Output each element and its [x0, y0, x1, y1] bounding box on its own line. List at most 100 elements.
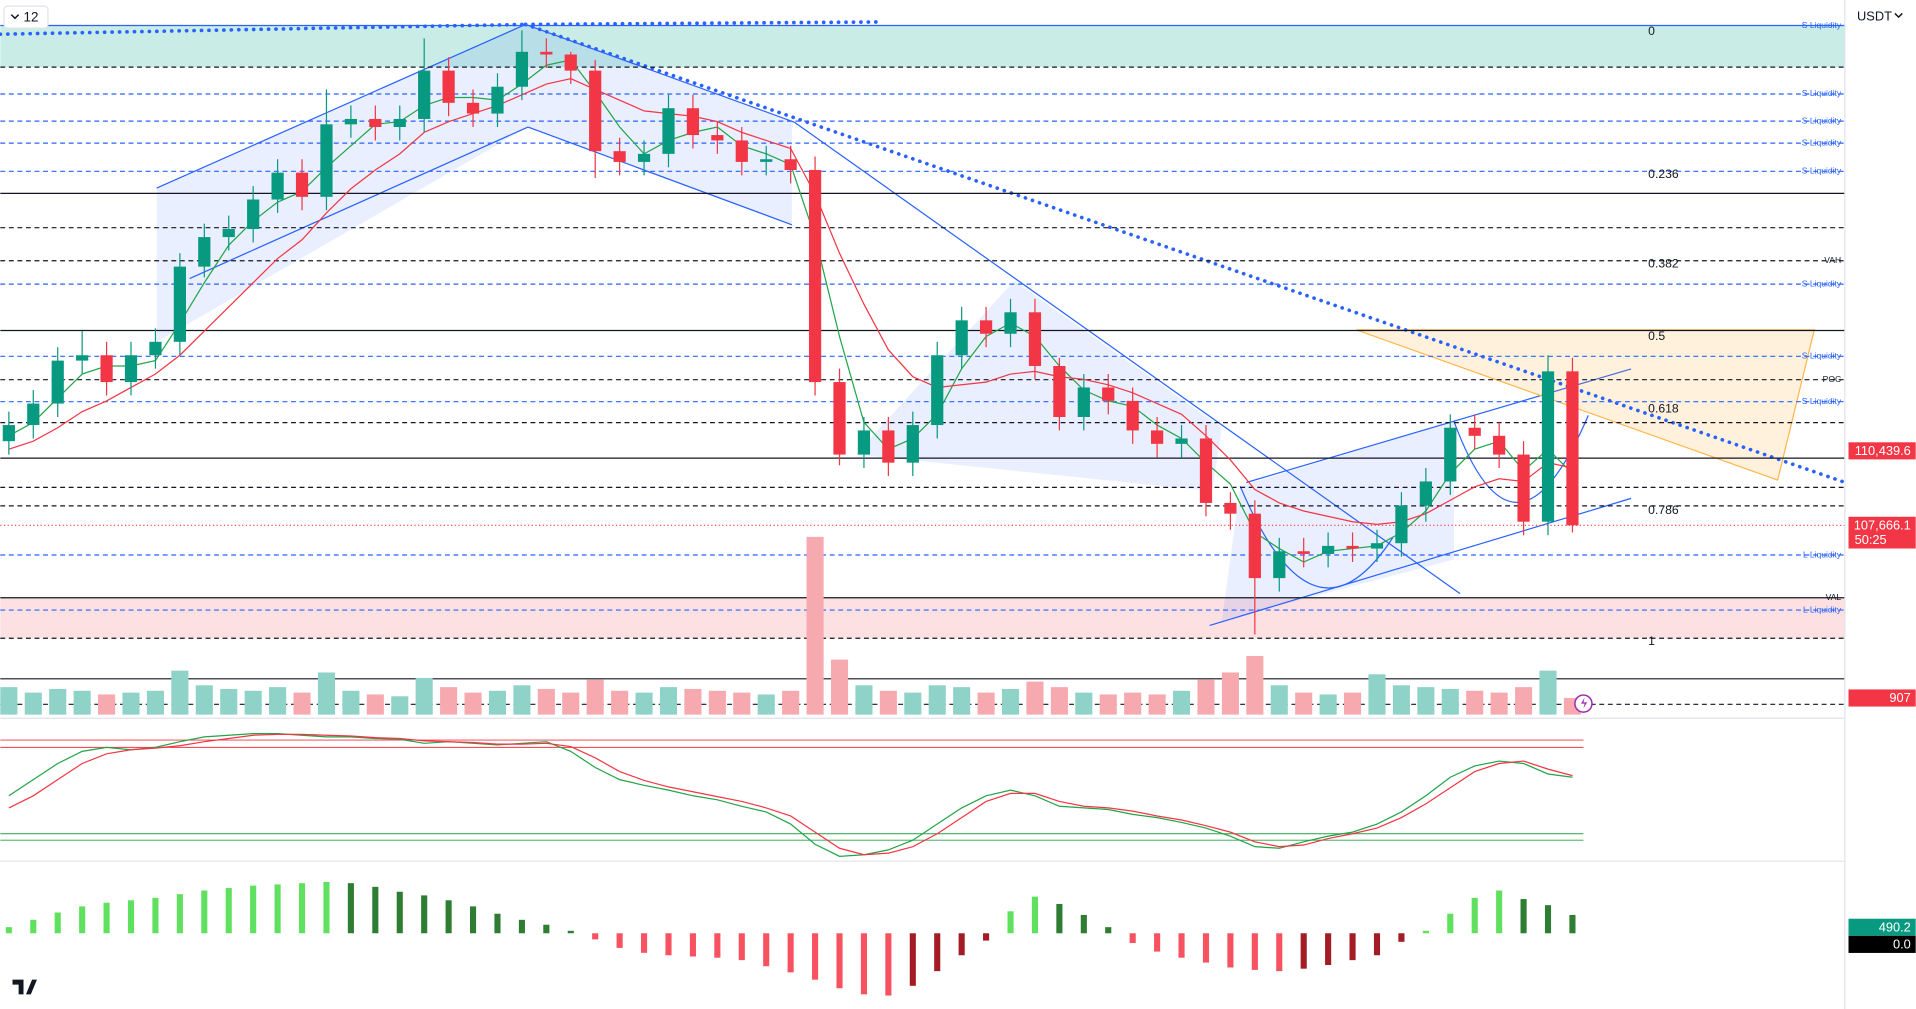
volume-bar	[1392, 685, 1410, 715]
level-label: S Liquidity	[1802, 137, 1842, 147]
histogram-bar	[1398, 933, 1405, 942]
volume-bar	[1221, 672, 1239, 715]
histogram-bar	[836, 933, 843, 989]
candle-body	[857, 430, 871, 455]
volume-bar	[1441, 688, 1459, 715]
histogram-bar	[885, 933, 892, 996]
histogram-bar	[1105, 927, 1112, 934]
histogram-bar	[543, 924, 550, 934]
histogram-bar	[30, 919, 37, 934]
histogram-bar	[176, 894, 183, 934]
channel-line	[1209, 497, 1632, 627]
candle-body	[686, 108, 700, 136]
candle-body	[344, 118, 357, 125]
interval-label: 12	[24, 9, 39, 24]
candle-body	[1395, 505, 1408, 544]
histogram-bar	[983, 933, 990, 941]
volume-bar	[1026, 681, 1044, 715]
histogram-bar	[1349, 933, 1356, 961]
volume-bar	[586, 679, 604, 715]
volume-bar	[1099, 694, 1117, 715]
candle-body	[1517, 454, 1530, 522]
candle-body	[320, 124, 333, 197]
fib-label: 0.5	[1648, 329, 1665, 343]
volume-bar	[415, 677, 433, 715]
level-label: S Liquidity	[1802, 88, 1842, 98]
fib-label: 0	[1648, 24, 1655, 38]
candle-body	[540, 51, 553, 55]
channel-line	[525, 23, 795, 123]
volume-bar	[1124, 692, 1142, 715]
histogram-bar	[1031, 896, 1039, 934]
histogram-bar	[812, 933, 819, 980]
histogram-bar	[79, 906, 86, 934]
histogram-bar	[909, 933, 916, 986]
histogram-bar	[1227, 933, 1234, 968]
volume-bar	[879, 690, 897, 715]
candle-body	[589, 70, 602, 152]
histogram-bar	[347, 883, 354, 934]
histogram-bar	[225, 888, 232, 934]
candle-body	[1053, 365, 1066, 418]
candle-body	[1346, 545, 1359, 549]
countdown-label: 50:25	[1855, 532, 1887, 547]
volume-bar	[0, 687, 18, 715]
interval-chip[interactable]	[3, 5, 49, 29]
histogram-bar	[250, 885, 257, 934]
fib-label: 0.382	[1648, 257, 1679, 271]
histogram-bar	[1056, 903, 1063, 934]
histogram-bar	[1544, 905, 1552, 934]
volume-bar	[537, 688, 555, 715]
currency-label[interactable]: USDT	[1857, 8, 1892, 23]
candle-body	[198, 237, 211, 267]
candle-body	[173, 266, 186, 342]
candle-body	[882, 430, 895, 463]
histogram-bar	[1007, 911, 1014, 934]
candle-body	[271, 172, 284, 200]
histogram-bar	[1325, 933, 1332, 966]
histogram-bar	[934, 933, 941, 972]
volume-bar	[1368, 674, 1386, 715]
volume-bar	[1075, 692, 1093, 715]
volume-bar	[488, 690, 507, 715]
candle-body	[1175, 438, 1188, 444]
histogram-bar	[152, 897, 159, 934]
volume-bar	[1172, 690, 1191, 715]
volume-bar	[49, 688, 67, 715]
histogram-bar	[1422, 930, 1429, 934]
indicator-label: 490.2	[1879, 919, 1911, 934]
histogram-bar	[1276, 933, 1283, 972]
histogram-bar	[1373, 933, 1381, 956]
candle-body	[442, 70, 455, 103]
candle-body	[1541, 371, 1555, 522]
drawings	[0, 20, 1916, 627]
candle-body	[466, 102, 480, 114]
fib-label: 1	[1648, 634, 1655, 648]
level-label: S Liquidity	[1802, 20, 1842, 30]
histogram-bar	[689, 933, 696, 957]
volume-bar	[855, 685, 873, 715]
candle-body	[1102, 387, 1115, 401]
volume-bar	[953, 687, 971, 715]
candle-body	[637, 153, 651, 162]
candle-body	[1444, 427, 1457, 482]
zone	[0, 597, 1845, 639]
last-price-label: 107,666.1	[1854, 517, 1911, 532]
candle-body	[1370, 543, 1384, 549]
volume-bar	[928, 685, 946, 715]
volume-bar	[1050, 687, 1068, 715]
candle-body	[222, 229, 235, 238]
candle-body	[1151, 430, 1164, 444]
volume-bar	[464, 692, 482, 715]
bolt-icon	[1580, 697, 1588, 709]
volume-bar	[1515, 687, 1533, 715]
candle-body	[393, 118, 406, 128]
candle-body	[149, 341, 162, 356]
dotted-trend	[523, 22, 1916, 509]
marker-price-label: 110,439.6	[1855, 443, 1911, 458]
histogram-bar	[396, 891, 403, 934]
volume-bar	[1246, 655, 1264, 715]
level-label: POC	[1823, 374, 1842, 384]
histogram-bar	[958, 933, 965, 956]
histogram-bar	[445, 900, 452, 934]
